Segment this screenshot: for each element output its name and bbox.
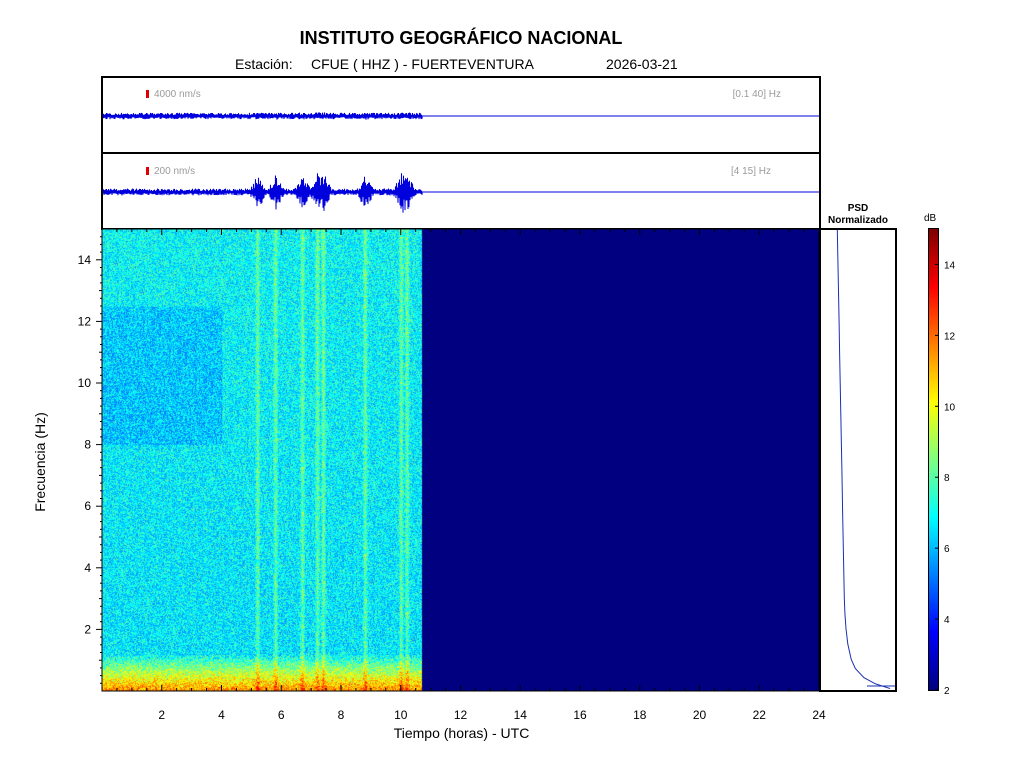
y-tick-label: 10 xyxy=(78,376,92,390)
filtered-trace-panel: 200 nm/s [4 15] Hz xyxy=(101,152,821,230)
x-tick-label: 6 xyxy=(278,708,285,722)
colorbar-tick-label: 14 xyxy=(944,260,956,271)
psd-title-line1: PSD xyxy=(847,203,869,214)
colorbar-tick-label: 4 xyxy=(944,615,950,626)
psd-panel xyxy=(819,228,897,692)
y-tick-label: 6 xyxy=(84,499,91,513)
y-tick-label: 2 xyxy=(84,622,91,636)
scale-bar-icon xyxy=(146,167,149,175)
colorbar-unit: dB xyxy=(924,213,937,224)
x-tick-label: 2 xyxy=(158,708,165,722)
x-tick-label: 22 xyxy=(753,708,767,722)
psd-curve xyxy=(836,229,891,689)
psd-title: PSD Normalizado xyxy=(820,203,896,227)
page-title: INSTITUTO GEOGRÁFICO NACIONAL xyxy=(299,28,623,48)
x-tick-label: 4 xyxy=(218,708,225,722)
colorbar-tick-label: 2 xyxy=(944,686,950,697)
x-tick-label: 16 xyxy=(573,708,587,722)
scale-bar-icon xyxy=(146,90,149,98)
psd-title-line2: Normalizado xyxy=(827,215,888,226)
x-tick-label: 18 xyxy=(633,708,647,722)
x-tick-label: 12 xyxy=(454,708,468,722)
station-name: CFUE ( HHZ ) - FUERTEVENTURA xyxy=(311,56,534,72)
broadband-waveform-line xyxy=(103,112,819,120)
y-tick-label: 4 xyxy=(84,561,91,575)
y-tick-label: 12 xyxy=(78,314,92,328)
x-axis-label: Tiempo (horas) - UTC xyxy=(393,725,530,741)
station-label: Estación: xyxy=(235,56,293,72)
y-tick-label: 14 xyxy=(78,253,92,267)
broadband-trace-panel: 4000 nm/s [0.1 40] Hz xyxy=(101,76,821,154)
x-tick-label: 10 xyxy=(394,708,408,722)
colorbar-tick-label: 6 xyxy=(944,544,950,555)
broadband-scale-label: 4000 nm/s xyxy=(154,89,201,100)
filtered-scale-label: 200 nm/s xyxy=(154,166,196,177)
spectrogram-heatmap xyxy=(102,229,819,691)
filtered-band-label: [4 15] Hz xyxy=(730,166,771,177)
colorbar-tick-label: 10 xyxy=(944,402,956,413)
x-tick-label: 24 xyxy=(812,708,826,722)
y-axis-label: Frecuencia (Hz) xyxy=(32,412,48,512)
x-tick-label: 20 xyxy=(693,708,707,722)
filtered-waveform xyxy=(103,173,819,213)
colorbar xyxy=(928,228,939,691)
broadband-band-label: [0.1 40] Hz xyxy=(732,89,781,100)
date-label: 2026-03-21 xyxy=(606,56,678,72)
broadband-waveform xyxy=(103,112,819,120)
filtered-waveform-line xyxy=(103,173,819,213)
colorbar-tick-label: 12 xyxy=(944,331,956,342)
colorbar-tick-label: 8 xyxy=(944,473,950,484)
x-tick-label: 8 xyxy=(338,708,345,722)
psd-frame xyxy=(819,228,897,692)
y-tick-label: 8 xyxy=(84,438,91,452)
x-tick-label: 14 xyxy=(514,708,528,722)
